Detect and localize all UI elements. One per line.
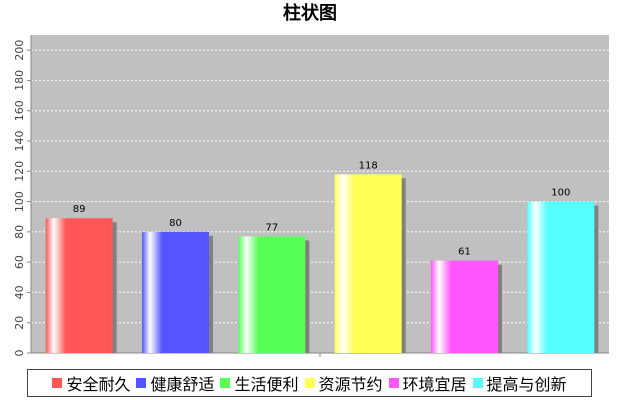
data-label: 80 <box>169 218 182 229</box>
bar-健康舒适 <box>142 231 209 353</box>
data-label: 61 <box>458 247 471 258</box>
data-label: 77 <box>265 222 278 233</box>
legend-item: 生活便利 <box>220 371 299 395</box>
bar-生活便利 <box>238 236 306 353</box>
y-tick-label: 180 <box>13 70 26 91</box>
bar-安全耐久 <box>45 218 113 353</box>
plot-area <box>31 35 609 353</box>
y-tick-label: 200 <box>13 40 26 61</box>
legend-item: 环境宜居 <box>388 371 467 395</box>
y-tick-label: 140 <box>13 131 26 152</box>
legend-label: 生活便利 <box>234 375 299 394</box>
chart-title: 柱状图 <box>283 3 337 24</box>
legend-item: 安全耐久 <box>52 371 130 395</box>
legend-label: 健康舒适 <box>150 375 215 394</box>
y-tick-label: 0 <box>13 350 26 357</box>
legend-item: 健康舒适 <box>136 371 214 395</box>
y-tick-label: 80 <box>13 225 26 239</box>
data-label: 100 <box>551 188 570 199</box>
y-tick-label: 60 <box>13 255 26 269</box>
legend-swatch <box>388 378 399 388</box>
y-tick-label: 160 <box>13 100 26 121</box>
bar-chart: 0 20 40 60 80 100 120 140 160 180 200 89 80 77 118 61 1… <box>13 35 609 357</box>
legend-label: 资源节约 <box>318 375 383 394</box>
bar-环境宜居 <box>431 260 498 353</box>
legend-swatch <box>304 378 315 388</box>
y-tick-label: 120 <box>13 161 26 182</box>
legend-item: 资源节约 <box>304 371 383 395</box>
bar-提高与创新 <box>527 201 595 353</box>
legend: 安全耐久 健康舒适 生活便利 资源节约 环境宜居 提高与创新 <box>27 369 592 397</box>
legend-swatch <box>220 378 231 388</box>
legend-swatch <box>136 378 147 388</box>
legend-label: 提高与创新 <box>486 375 567 394</box>
legend-swatch <box>52 378 63 388</box>
data-label: 118 <box>359 160 378 171</box>
data-label: 89 <box>73 204 86 215</box>
y-tick-label: 20 <box>13 316 26 330</box>
legend-label: 环境宜居 <box>402 375 467 394</box>
legend-label: 安全耐久 <box>66 375 131 394</box>
legend-item: 提高与创新 <box>472 371 567 395</box>
bar-资源节约 <box>334 174 402 353</box>
y-tick-label: 100 <box>13 191 26 212</box>
y-tick-label: 40 <box>13 285 26 299</box>
legend-swatch <box>472 378 483 388</box>
